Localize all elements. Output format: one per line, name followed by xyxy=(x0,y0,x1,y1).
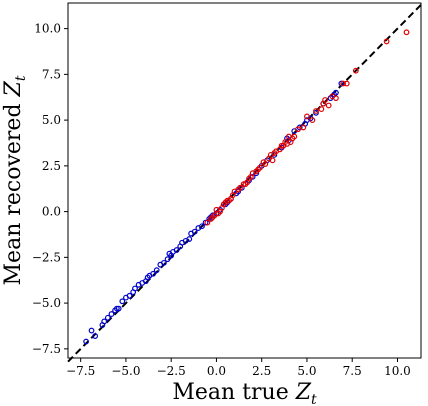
data-point-series-1-43 xyxy=(340,80,347,87)
x-axis-label-var: Z xyxy=(295,380,312,405)
data-point-series-1-35 xyxy=(304,113,310,120)
data-point-series-1-55 xyxy=(209,214,216,220)
x-axis-ticks: −7.5 −5.0 −2.5 0.0 2.5 5.0 7.5 10.0 xyxy=(66,358,411,378)
y-axis-label-text: Mean recovered xyxy=(1,96,26,285)
data-point-series-0-60 xyxy=(166,250,173,257)
data-point-series-0-4 xyxy=(104,314,111,321)
y-tick-label: −5.0 xyxy=(32,296,61,310)
x-tick-label: −2.5 xyxy=(157,364,186,378)
data-point-series-0-2 xyxy=(92,333,99,339)
y-tick-label: 10.0 xyxy=(34,22,61,36)
y-axis-ticks: −7.5 −5.0 −2.5 0.0 2.5 5.0 7.5 10.0 xyxy=(32,22,68,356)
data-point-series-0-61 xyxy=(144,274,151,281)
data-point-series-1-54 xyxy=(320,100,327,107)
x-tick-label: 5.0 xyxy=(297,364,316,378)
data-point-series-1-33 xyxy=(295,126,301,133)
data-point-series-0-7 xyxy=(115,305,122,312)
data-point-series-1-38 xyxy=(318,106,325,113)
data-point-series-1-53 xyxy=(289,135,296,142)
x-tick-label: 0.0 xyxy=(207,364,226,378)
data-point-series-0-55 xyxy=(338,80,345,87)
data-point-series-1-52 xyxy=(269,157,276,164)
data-point-series-0-0 xyxy=(83,338,90,345)
data-point-series-0-31 xyxy=(199,223,205,230)
data-point-series-1-37 xyxy=(313,108,319,114)
y-axis-label-sub: t xyxy=(13,75,29,81)
data-point-series-1-42 xyxy=(333,95,339,102)
data-point-series-0-10 xyxy=(126,292,133,299)
data-point-series-1-12 xyxy=(237,184,243,191)
y-tick-label: 0.0 xyxy=(42,205,61,219)
data-point-series-0-23 xyxy=(173,247,180,253)
data-point-series-1-45 xyxy=(352,67,359,74)
data-point-series-0-5 xyxy=(108,311,115,317)
data-point-series-0-1 xyxy=(88,327,95,334)
x-tick-label: 2.5 xyxy=(252,364,271,378)
x-axis-label-text: Mean true xyxy=(172,380,295,405)
reference-line xyxy=(68,5,421,362)
data-point-series-1-34 xyxy=(300,124,307,131)
data-point-series-1-40 xyxy=(325,102,332,109)
data-point-series-0-16 xyxy=(150,270,156,277)
data-point-series-1-49 xyxy=(228,195,234,202)
y-axis-label-var: Z xyxy=(1,80,26,97)
data-point-series-1-0 xyxy=(204,219,211,226)
data-point-series-1-36 xyxy=(309,117,316,124)
data-point-series-0-62 xyxy=(130,289,137,296)
data-point-series-1-46 xyxy=(383,38,390,45)
data-point-series-1-50 xyxy=(247,173,254,180)
data-point-series-0-20 xyxy=(164,256,171,263)
x-axis-label-sub: t xyxy=(311,392,317,406)
plot-frame xyxy=(67,2,422,359)
x-tick-label: 7.5 xyxy=(343,364,362,378)
data-point-series-1-20 xyxy=(262,161,269,167)
x-axis-label: Mean true Zt xyxy=(172,380,317,406)
y-tick-label: 7.5 xyxy=(42,67,61,81)
data-point-series-1-26 xyxy=(278,142,285,149)
data-point-series-1-51 xyxy=(255,166,261,173)
data-point-series-0-27 xyxy=(186,236,193,242)
data-point-series-1-44 xyxy=(343,80,350,87)
y-tick-label: −7.5 xyxy=(32,342,61,356)
x-tick-label: 10.0 xyxy=(384,364,411,378)
y-axis-label: Mean recovered Zt xyxy=(1,75,29,285)
points-layer xyxy=(83,29,410,345)
y-tick-label: 5.0 xyxy=(42,113,61,127)
data-point-series-0-63 xyxy=(101,318,108,325)
x-tick-label: −7.5 xyxy=(66,364,95,378)
data-point-series-1-47 xyxy=(403,29,410,36)
y-tick-label: 2.5 xyxy=(42,159,61,173)
data-point-series-0-29 xyxy=(191,228,198,235)
data-point-series-1-48 xyxy=(217,208,223,215)
data-point-series-0-17 xyxy=(153,267,160,274)
data-point-series-0-64 xyxy=(113,305,120,312)
x-tick-label: −5.0 xyxy=(111,364,140,378)
data-point-series-0-32 xyxy=(202,219,209,226)
data-point-series-0-19 xyxy=(161,259,167,266)
y-tick-label: −2.5 xyxy=(32,250,61,264)
reference-line-layer xyxy=(68,5,421,362)
data-point-series-0-51 xyxy=(313,109,319,116)
data-point-series-0-8 xyxy=(119,298,126,305)
data-point-series-1-57 xyxy=(244,179,251,186)
data-point-series-1-56 xyxy=(222,199,229,206)
